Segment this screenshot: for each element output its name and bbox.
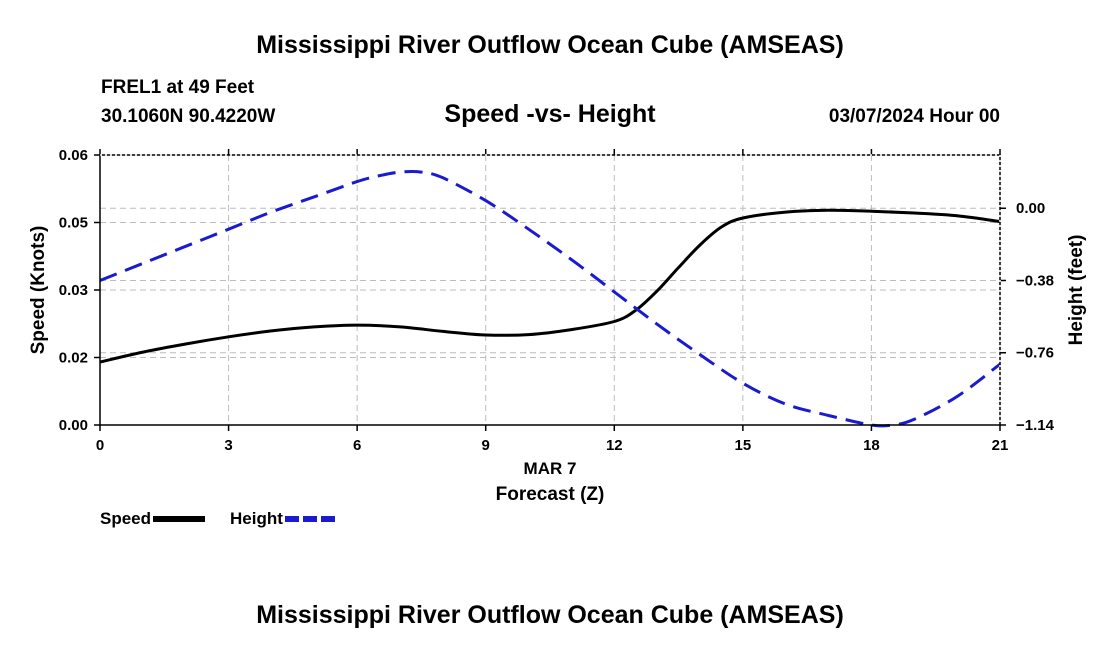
series-lines xyxy=(99,170,1001,428)
legend-item-height: Height xyxy=(230,509,337,529)
x-tick-label: 6 xyxy=(353,437,361,454)
y2-tick-label: −0.38 xyxy=(1016,272,1054,289)
x-tick-label: 12 xyxy=(606,437,623,454)
series-line-height xyxy=(99,170,1001,428)
y-tick-label: 0.03 xyxy=(59,282,88,299)
axis-ticks: 0 3 6 9 12 15 18 21 0.00 0.02 0.03 0.05 0.06 0.00 −0.3… xyxy=(59,147,1055,454)
x-tick-label: 9 xyxy=(482,437,490,454)
station-name: FREL1 at 49 Feet xyxy=(101,77,255,98)
y-tick-label: 0.02 xyxy=(59,350,88,367)
legend-item-speed: Speed xyxy=(100,509,206,529)
y-tick-label: 0.05 xyxy=(59,215,88,232)
x-axis-label: Forecast (Z) xyxy=(496,484,605,505)
legend-swatch-speed xyxy=(153,516,206,522)
footer-title: Mississippi River Outflow Ocean Cube (AM… xyxy=(256,601,844,629)
x-tick-label: 18 xyxy=(863,437,880,454)
legend-swatch-height xyxy=(284,516,337,522)
x-tick-label: 15 xyxy=(735,437,752,454)
x-axis-date-label: MAR 7 xyxy=(524,459,577,478)
grid-lines xyxy=(100,155,1000,426)
y2-tick-label: 0.00 xyxy=(1016,200,1045,217)
chart-subtitle: Speed -vs- Height xyxy=(444,100,656,128)
station-coordinates: 30.1060N 90.4220W xyxy=(101,106,276,127)
chart-title: Mississippi River Outflow Ocean Cube (AM… xyxy=(256,31,844,59)
x-tick-label: 21 xyxy=(992,437,1009,454)
y2-tick-label: −0.76 xyxy=(1016,345,1054,362)
x-tick-label: 0 xyxy=(96,437,104,454)
y2-axis-label: Height (feet) xyxy=(1066,235,1087,346)
x-tick-label: 3 xyxy=(224,437,232,454)
y-tick-label: 0.00 xyxy=(59,417,88,434)
forecast-datetime: 03/07/2024 Hour 00 xyxy=(828,106,1000,127)
legend-label-speed: Speed xyxy=(100,509,152,528)
series-line-speed xyxy=(99,208,1001,364)
legend-label-height: Height xyxy=(230,509,283,528)
chart-plot: 0 3 6 9 12 15 18 21 0.00 0.02 0.03 0.05 0.06 0.00 −0.3… xyxy=(28,147,1087,505)
y-axis-label: Speed (Knots) xyxy=(28,226,49,355)
y-tick-label: 0.06 xyxy=(59,147,88,164)
y2-tick-label: −1.14 xyxy=(1016,417,1055,434)
